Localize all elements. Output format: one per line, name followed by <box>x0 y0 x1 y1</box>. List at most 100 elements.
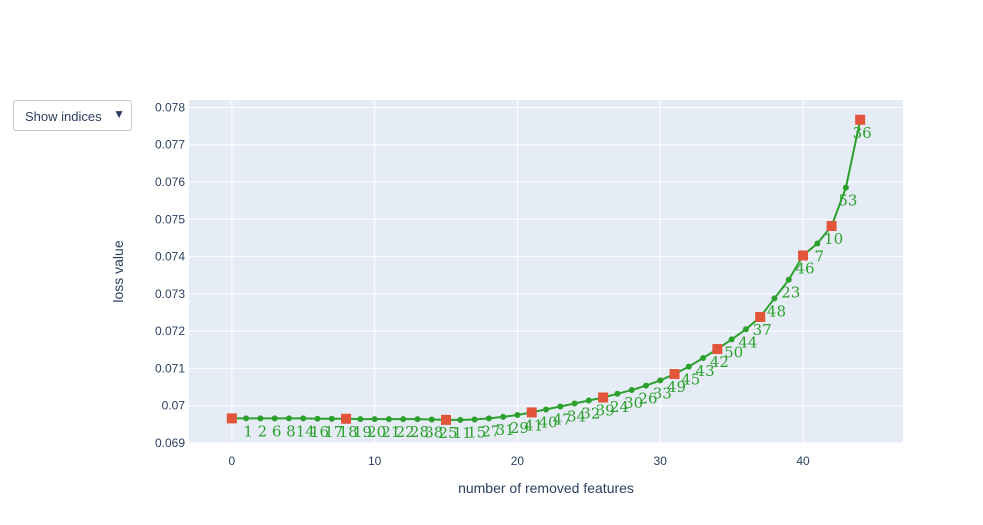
y-tick-label: 0.072 <box>155 324 185 338</box>
point-label: 48 <box>767 302 786 320</box>
y-tick-label: 0.074 <box>155 250 185 264</box>
data-point <box>243 415 250 422</box>
y-tick-label: 0.075 <box>155 212 185 226</box>
chevron-down-icon: ▼ <box>113 107 125 121</box>
plot-background <box>189 100 903 443</box>
y-tick-label: 0.078 <box>155 100 185 114</box>
highlight-marker <box>441 414 452 425</box>
point-label: 16 <box>310 423 329 441</box>
data-point <box>842 184 849 191</box>
grid-lines <box>189 100 903 444</box>
point-label: 53 <box>838 192 857 210</box>
data-point <box>728 336 735 343</box>
point-label: 14 <box>296 422 315 440</box>
point-label: 47 <box>553 410 572 428</box>
point-label: 31 <box>496 421 515 439</box>
point-label: 46 <box>795 259 814 277</box>
data-points <box>226 114 866 425</box>
dropdown-label: Show indices <box>25 109 102 124</box>
data-point <box>300 415 307 422</box>
highlight-marker <box>526 407 537 418</box>
x-tick-label: 10 <box>368 454 382 468</box>
point-label: 32 <box>581 404 600 422</box>
data-point <box>371 416 378 423</box>
x-tick-label: 40 <box>796 454 810 468</box>
data-point <box>328 415 335 422</box>
x-tick-label: 30 <box>654 454 668 468</box>
point-label: 39 <box>596 402 615 420</box>
point-label: 20 <box>367 423 386 441</box>
point-label: 30 <box>624 394 643 412</box>
x-tick-labels: 0 10 20 30 40 <box>228 454 810 468</box>
data-point <box>571 400 578 407</box>
highlight-marker <box>341 413 352 424</box>
y-tick-label: 0.073 <box>155 287 185 301</box>
point-label: 7 <box>815 248 825 266</box>
data-point <box>785 276 792 283</box>
data-point <box>314 415 321 422</box>
show-indices-dropdown[interactable]: Show indices ▼ <box>13 100 132 131</box>
point-label: 42 <box>710 353 729 371</box>
point-label: 41 <box>524 416 543 434</box>
highlight-marker <box>826 221 837 232</box>
highlight-marker <box>798 250 809 261</box>
point-label: 23 <box>781 284 800 302</box>
highlight-marker <box>755 311 766 322</box>
point-label: 17 <box>324 423 343 441</box>
point-label: 36 <box>853 124 872 142</box>
data-point <box>285 415 292 422</box>
data-point <box>814 240 821 247</box>
point-label: 43 <box>696 362 715 380</box>
point-label: 24 <box>610 398 629 416</box>
y-tick-label: 0.076 <box>155 175 185 189</box>
highlight-marker <box>598 392 609 403</box>
point-label: 10 <box>824 230 843 248</box>
point-label: 49 <box>667 378 686 396</box>
point-label: 19 <box>353 423 372 441</box>
highlight-marker <box>855 114 866 125</box>
y-tick-label: 0.071 <box>155 361 185 375</box>
point-label: 22 <box>396 423 415 441</box>
y-axis-title: loss value <box>110 240 126 302</box>
point-label: 27 <box>481 422 500 440</box>
y-tick-label: 0.077 <box>155 138 185 152</box>
data-point <box>685 363 692 370</box>
point-label: 18 <box>339 423 358 441</box>
highlight-marker <box>669 369 680 380</box>
point-label: 2 <box>258 422 268 440</box>
point-label: 25 <box>438 424 457 442</box>
point-label: 21 <box>381 423 400 441</box>
data-point <box>771 295 778 302</box>
point-label: 33 <box>653 384 672 402</box>
data-point <box>557 403 564 410</box>
data-point <box>428 416 435 423</box>
data-point <box>357 416 364 423</box>
data-point <box>400 416 407 423</box>
data-point <box>271 415 278 422</box>
x-tick-label: 0 <box>228 454 235 468</box>
data-point <box>257 415 264 422</box>
point-label: 15 <box>467 424 486 442</box>
point-label: 1 <box>243 422 253 440</box>
point-label: 29 <box>510 419 529 437</box>
point-label: 26 <box>638 390 657 408</box>
data-point <box>543 406 549 413</box>
data-point <box>585 397 592 404</box>
data-point <box>471 416 478 423</box>
point-labels: 1 2 6 8 141617181920212228382511152731294140… <box>243 124 871 442</box>
point-label: 8 <box>286 422 296 440</box>
data-point <box>742 326 749 333</box>
point-label: 34 <box>567 407 586 425</box>
data-point <box>614 390 621 397</box>
point-label: 50 <box>724 343 743 361</box>
data-point <box>642 382 649 389</box>
point-label: 11 <box>453 424 472 442</box>
data-point <box>628 387 635 394</box>
y-tick-label: 0.07 <box>162 399 186 413</box>
point-label: 38 <box>424 424 443 442</box>
data-point <box>700 354 707 361</box>
data-point <box>657 377 664 384</box>
data-point <box>457 416 464 423</box>
point-label: 44 <box>738 333 757 351</box>
